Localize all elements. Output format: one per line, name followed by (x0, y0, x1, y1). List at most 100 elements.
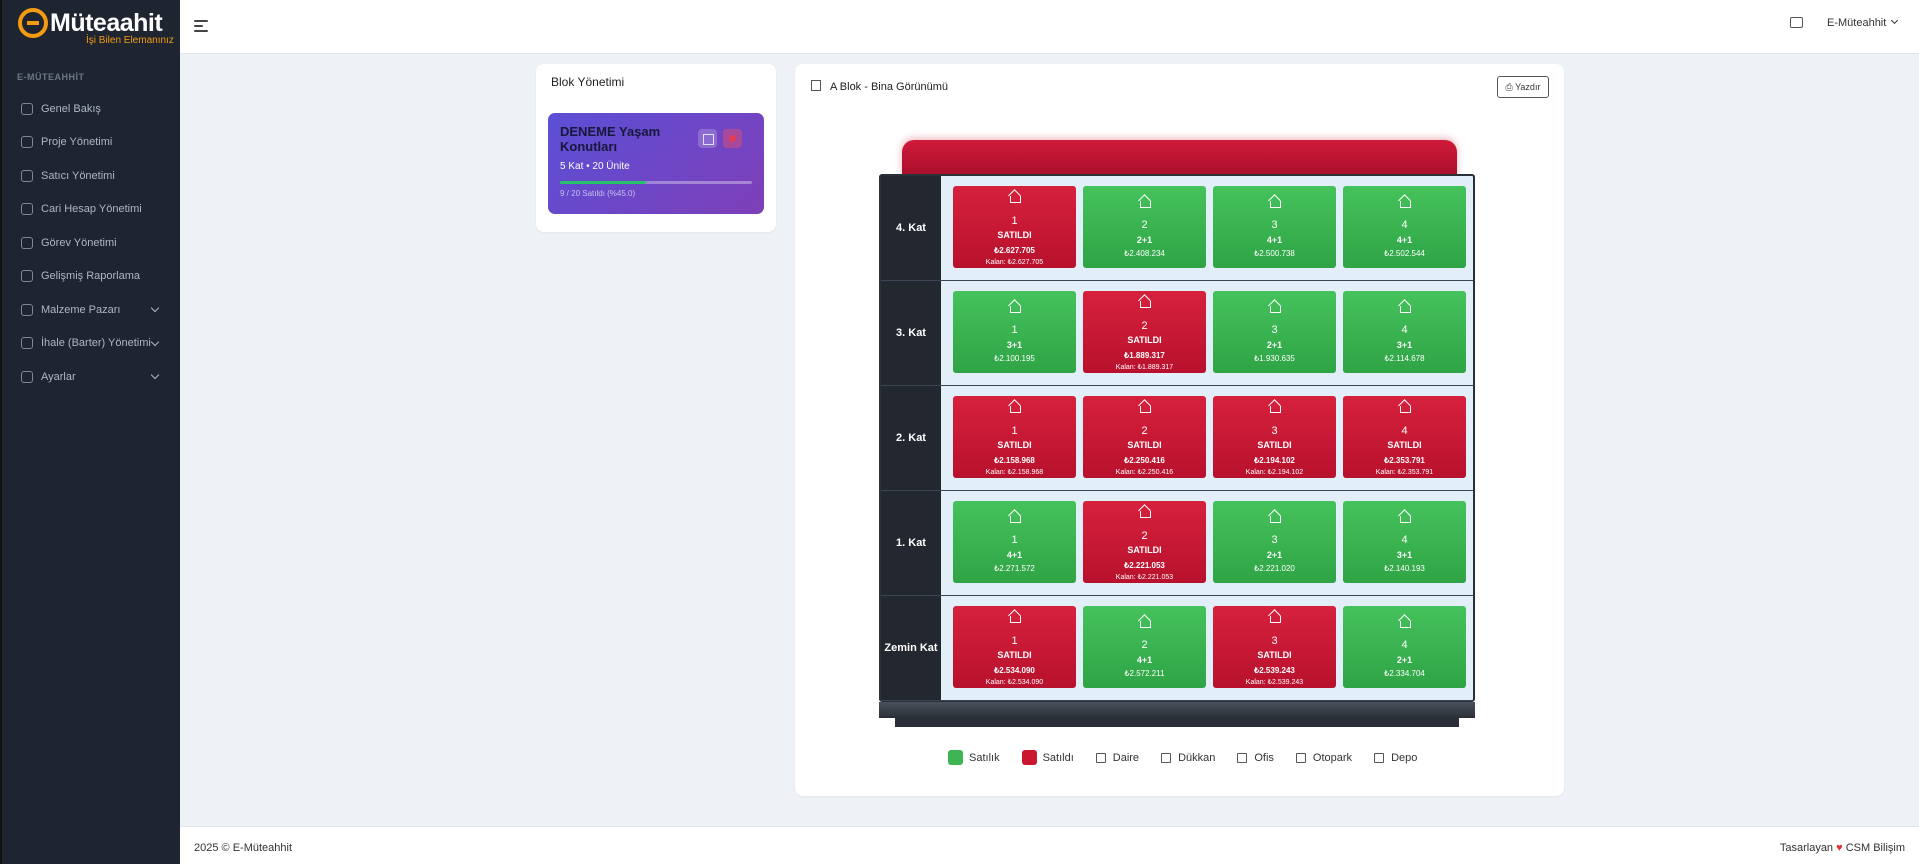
unit-card[interactable]: 2 SATILDI ₺1.889.317 Kalan: ₺1.889.317 (1083, 291, 1206, 373)
building-icon (21, 136, 33, 149)
home-icon (1138, 295, 1151, 308)
menu-toggle-icon[interactable] (194, 20, 208, 32)
unit-price: ₺2.250.416 (1124, 456, 1165, 465)
wallet-icon[interactable] (1790, 17, 1803, 28)
unit-price: ₺2.114.678 (1384, 354, 1425, 363)
home-icon (1268, 300, 1281, 313)
home-icon (1095, 752, 1106, 763)
heart-icon: ♥ (1836, 842, 1843, 854)
unit-status: 3+1 (1396, 340, 1413, 350)
unit-status: 4+1 (1006, 550, 1023, 560)
sidebar-item[interactable]: Gelişmiş Raporlama (2, 260, 180, 294)
user-icon (21, 236, 33, 249)
unit-card[interactable]: 4 3+1 ₺2.140.193 (1343, 501, 1466, 583)
legend-shop: Dükkan (1178, 751, 1216, 764)
chevron-down-icon (150, 370, 160, 380)
unit-price: ₺1.889.317 (1124, 351, 1165, 360)
unit-number: 3 (1271, 425, 1278, 437)
sidebar-item[interactable]: Malzeme Pazarı (2, 293, 180, 327)
parking-icon (1295, 752, 1306, 763)
project-name: DENEME Yaşam Konutları (560, 124, 661, 154)
unit-card[interactable]: 1 SATILDI ₺2.158.968 Kalan: ₺2.158.968 (953, 396, 1076, 478)
unit-price: ₺2.158.968 (994, 456, 1035, 465)
sidebar-item[interactable]: Ayarlar (2, 360, 180, 394)
unit-card[interactable]: 4 3+1 ₺2.114.678 (1343, 291, 1466, 373)
unit-number: 2 (1141, 219, 1148, 231)
unit-price: ₺2.572.211 (1124, 669, 1165, 678)
unit-price: ₺2.627.705 (994, 246, 1035, 255)
unit-remaining: Kalan: ₺2.539.243 (1245, 679, 1304, 686)
unit-card[interactable]: 2 SATILDI ₺2.221.053 Kalan: ₺2.221.053 (1083, 501, 1206, 583)
project-progress-text: 9 / 20 Satıldı (%45.0) (560, 189, 636, 198)
briefcase-icon (21, 169, 33, 182)
chevron-down-icon (150, 337, 160, 346)
home-icon (1008, 510, 1021, 523)
sidebar-item-label: Cari Hesap Yönetimi (41, 203, 142, 216)
sold-swatch (1021, 750, 1037, 765)
unit-card[interactable]: 1 SATILDI ₺2.534.090 Kalan: ₺2.534.090 (953, 606, 1076, 688)
unit-price: ₺2.502.544 (1384, 249, 1425, 258)
unit-card[interactable]: 4 4+1 ₺2.502.544 (1343, 186, 1466, 268)
sidebar-item[interactable]: Proje Yönetimi (2, 126, 180, 160)
project-progress-bar (560, 181, 752, 184)
unit-card[interactable]: 3 SATILDI ₺2.539.243 Kalan: ₺2.539.243 (1213, 606, 1336, 688)
unit-card[interactable]: 1 3+1 ₺2.100.195 (953, 291, 1076, 373)
logo[interactable]: Müteaahit İşi Bilen Elemanınız (2, 0, 180, 56)
unit-card[interactable]: 3 SATILDI ₺2.194.102 Kalan: ₺2.194.102 (1213, 396, 1336, 478)
sidebar-item[interactable]: Genel Bakış (2, 92, 180, 126)
unit-status: SATILDI (997, 230, 1032, 240)
unit-card[interactable]: 2 2+1 ₺2.408.234 (1083, 186, 1206, 268)
user-icon (21, 337, 33, 350)
home-icon (1008, 190, 1021, 203)
unit-price: ₺2.271.572 (994, 564, 1035, 573)
unit-number: 3 (1271, 534, 1278, 546)
user-icon (21, 303, 33, 316)
home-icon (1138, 400, 1151, 413)
delete-project-button[interactable] (723, 129, 742, 148)
unit-status: 2+1 (1136, 235, 1153, 245)
home-icon (1138, 615, 1151, 628)
unit-number: 2 (1141, 320, 1148, 332)
unit-status: SATILDI (1127, 335, 1162, 345)
unit-status: 4+1 (1136, 655, 1153, 665)
print-button[interactable]: ⎙ Yazdır (1497, 76, 1549, 98)
user-menu[interactable]: E-Müteahhit (1827, 17, 1897, 29)
sidebar-item-label: İhale (Barter) Yönetimi (41, 337, 151, 350)
unit-card[interactable]: 1 4+1 ₺2.271.572 (953, 501, 1076, 583)
unit-card[interactable]: 3 2+1 ₺1.930.635 (1213, 291, 1336, 373)
unit-status: SATILDI (1127, 545, 1162, 555)
legend: Satılık Satıldı Daire Dükkan Ofis Otopar… (948, 750, 1439, 765)
unit-status: 3+1 (1396, 550, 1413, 560)
sidebar-item[interactable]: Satıcı Yönetimi (2, 159, 180, 193)
floor-label: 1. Kat (881, 491, 941, 595)
unit-card[interactable]: 3 2+1 ₺2.221.020 (1213, 501, 1336, 583)
building-foundation (895, 718, 1459, 727)
unit-card[interactable]: 2 SATILDI ₺2.250.416 Kalan: ₺2.250.416 (1083, 396, 1206, 478)
unit-card[interactable]: 1 SATILDI ₺2.627.705 Kalan: ₺2.627.705 (953, 186, 1076, 268)
sidebar-item-label: Gelişmiş Raporlama (41, 270, 141, 283)
gear-icon (21, 370, 33, 383)
footer-company[interactable]: CSM Bilişim (1845, 842, 1905, 854)
footer-copyright: 2025 © E-Müteahhit (194, 842, 292, 854)
unit-status: 4+1 (1396, 235, 1413, 245)
unit-card[interactable]: 4 SATILDI ₺2.353.791 Kalan: ₺2.353.791 (1343, 396, 1466, 478)
unit-price: ₺2.408.234 (1124, 249, 1165, 258)
unit-number: 4 (1401, 639, 1408, 651)
sidebar-item[interactable]: Görev Yönetimi (2, 226, 180, 260)
floor-row: 3. Kat 1 3+1 ₺2.100.195 2 SATILDI ₺1.889.317 Ka… (881, 281, 1473, 386)
unit-number: 2 (1141, 639, 1148, 651)
unit-card[interactable]: 3 4+1 ₺2.500.738 (1213, 186, 1336, 268)
unit-status: 2+1 (1266, 340, 1283, 350)
unit-card[interactable]: 4 2+1 ₺2.334.704 (1343, 606, 1466, 688)
shop-icon (1161, 752, 1172, 763)
sidebar-item[interactable]: Cari Hesap Yönetimi (2, 193, 180, 227)
project-card[interactable]: DENEME Yaşam Konutları 5 Kat • 20 Ünite … (548, 113, 764, 214)
building-view-card: A Blok - Bina Görünümü ⎙ Yazdır 4. Kat 1 S… (795, 64, 1564, 796)
project-progress-fill (560, 181, 647, 184)
floor-label: 4. Kat (881, 176, 941, 280)
legend-sold: Satıldı (1042, 751, 1074, 764)
unit-card[interactable]: 2 4+1 ₺2.572.211 (1083, 606, 1206, 688)
user-icon (21, 203, 33, 216)
sidebar-item[interactable]: İhale (Barter) Yönetimi (2, 327, 180, 361)
view-project-button[interactable] (698, 129, 717, 148)
